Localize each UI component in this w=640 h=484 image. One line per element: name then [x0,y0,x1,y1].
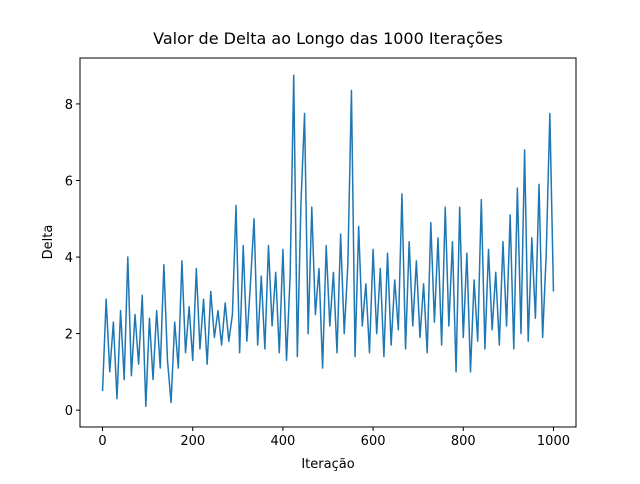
x-tick-label: 200 [180,434,205,449]
data-line [101,74,555,408]
x-tick-label: 400 [270,434,295,449]
y-tick-label: 0 [65,404,73,419]
x-axis-label: Iteração [301,457,354,472]
y-tick-label: 2 [65,328,73,343]
y-tick-label: 6 [65,174,73,189]
x-tick-label: 600 [361,434,386,449]
x-tick-label: 0 [98,434,106,449]
chart-title: Valor de Delta ao Longo das 1000 Iteraçõ… [153,29,503,48]
x-tick-label: 1000 [537,434,570,449]
y-tick-label: 8 [65,98,73,113]
x-tick-label: 800 [451,434,476,449]
y-tick-label: 4 [65,251,73,266]
plot-frame [79,57,577,428]
y-axis-label: Delta [41,225,56,260]
